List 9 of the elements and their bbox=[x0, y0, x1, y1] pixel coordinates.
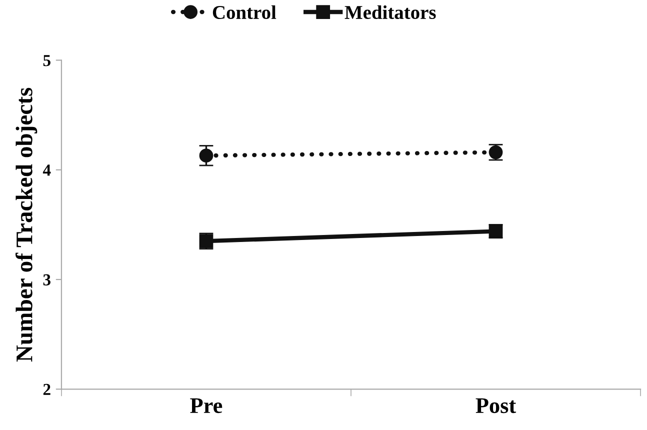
y-tick-label: 3 bbox=[43, 274, 50, 286]
x-tick-label: Post bbox=[476, 398, 516, 414]
y-tick-label: 2 bbox=[43, 384, 50, 395]
legend-label: Meditators bbox=[344, 5, 436, 20]
legend-label: Control bbox=[212, 5, 276, 20]
x-tick-label: Pre bbox=[190, 398, 222, 414]
y-axis-title: Number of Tracked objects bbox=[16, 88, 38, 362]
y-tick-label: 4 bbox=[42, 164, 51, 176]
y-tick-label: 5 bbox=[43, 55, 50, 66]
